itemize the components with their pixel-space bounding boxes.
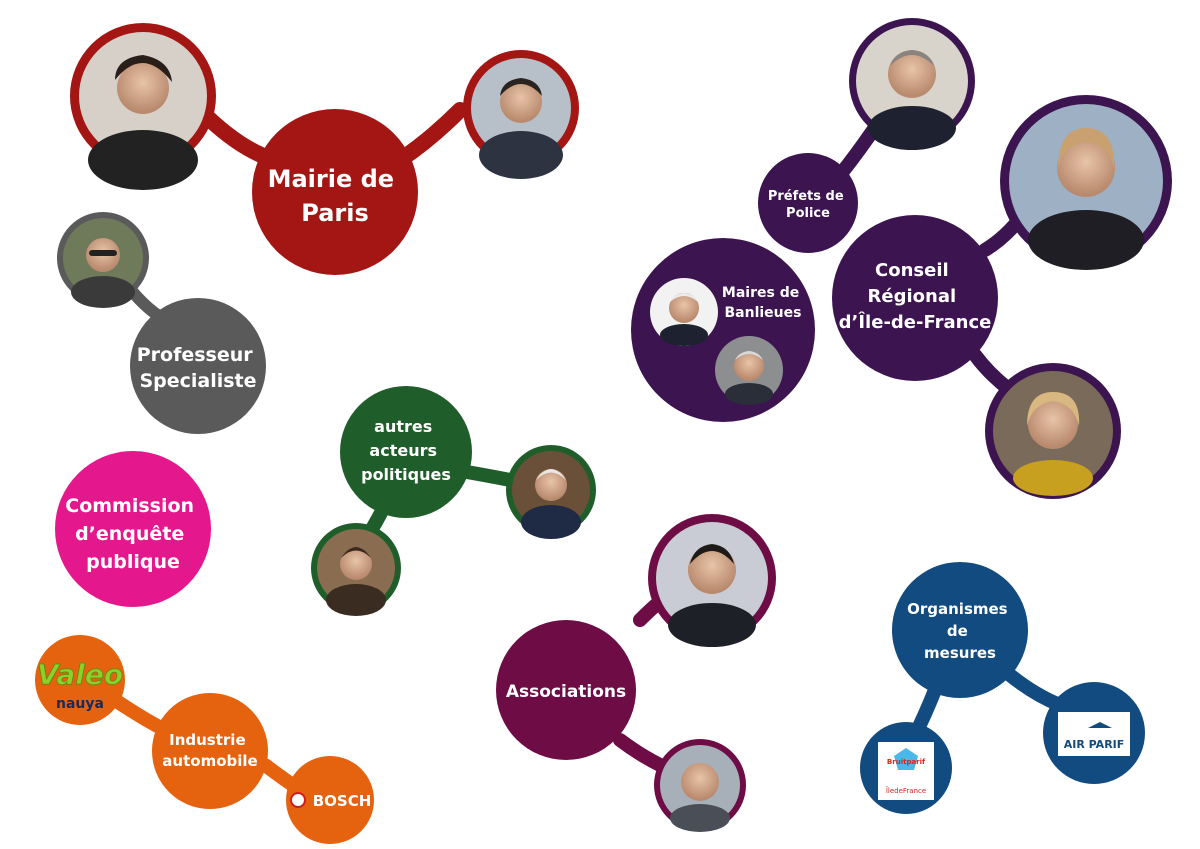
svg-text:nauya: nauya (56, 696, 104, 712)
organismes-node[interactable] (892, 562, 1028, 698)
associations-node[interactable] (496, 620, 636, 760)
svg-text:BOSCH: BOSCH (313, 792, 372, 810)
commission-label: Commission d’enquête publique (65, 495, 200, 573)
mairie-de-paris-label: Mairie de Paris (268, 165, 403, 227)
professeur-cluster: Professeur Specialiste (57, 212, 266, 434)
prefets-node[interactable] (758, 153, 858, 253)
industrie-label: Industrie automobile (162, 731, 257, 770)
maires-label: Maires de Banlieues (722, 285, 804, 321)
portrait-photo[interactable] (985, 363, 1121, 499)
bosch-logo: BOSCH (286, 756, 374, 844)
ile-de-france-cluster: Préfets de Police Maires de Banlieues (631, 18, 1172, 499)
associations-label: Associations (506, 682, 626, 702)
organismes-cluster: Organismes de mesures AIR PARIF Bruitpar… (860, 562, 1145, 814)
svg-text:AIR PARIF: AIR PARIF (1064, 738, 1125, 751)
associations-cluster: Associations (496, 514, 776, 832)
portrait-photo[interactable] (311, 523, 401, 616)
portrait-photo[interactable] (463, 50, 579, 179)
portrait-photo[interactable] (57, 212, 149, 308)
organismes-label: Organismes de mesures (907, 600, 1013, 662)
portrait-photo[interactable] (70, 23, 216, 190)
bruitparif-logo: Bruitparif ÎledeFrance (860, 722, 952, 814)
conseil-regional-node[interactable] (832, 215, 998, 381)
portrait-photo[interactable] (648, 514, 776, 647)
airparif-logo: AIR PARIF (1043, 682, 1145, 784)
autres-acteurs-node[interactable] (340, 386, 472, 518)
prefets-label: Préfets de Police (768, 189, 848, 221)
portrait-photo[interactable] (849, 18, 975, 150)
portrait-photo[interactable] (654, 739, 746, 832)
conseil-regional-label: Conseil Régional d’Île-de-France (839, 260, 992, 333)
autres-acteurs-label: autres acteurs politiques (361, 417, 451, 484)
industrie-node[interactable] (152, 693, 268, 809)
autres-acteurs-cluster: autres acteurs politiques (311, 386, 596, 616)
mairie-de-paris-cluster: Mairie de Paris (70, 23, 579, 275)
portrait-photo[interactable] (650, 278, 718, 346)
svg-text:ÎledeFrance: ÎledeFrance (886, 786, 926, 795)
svg-text:Valeo: Valeo (37, 658, 123, 691)
portrait-photo[interactable] (506, 445, 596, 539)
commission-node[interactable] (55, 451, 211, 607)
professeur-label: Professeur Specialiste (137, 344, 260, 392)
svg-text:Bruitparif: Bruitparif (887, 758, 926, 766)
portrait-photo[interactable] (715, 336, 783, 405)
professeur-node[interactable] (130, 298, 266, 434)
valeo-logo: Valeo nauya (36, 658, 123, 712)
mairie-de-paris-node[interactable] (252, 109, 418, 275)
portrait-photo[interactable] (1000, 95, 1172, 270)
industrie-cluster: Valeo nauya Industrie automobile BOSCH (35, 635, 374, 844)
commission-cluster: Commission d’enquête publique (55, 451, 211, 607)
